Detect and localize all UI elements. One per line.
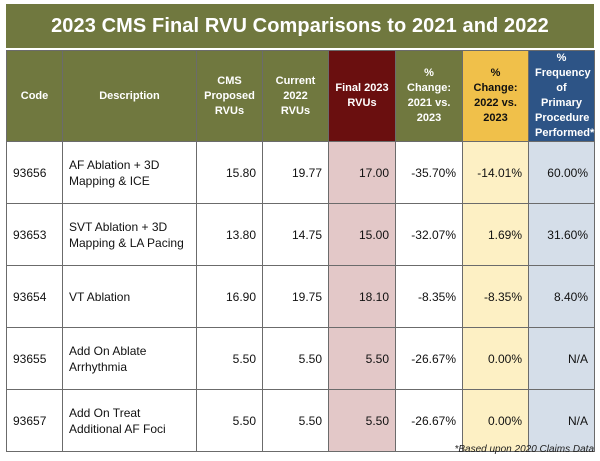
header-frequency: % Frequency of Primary Procedure Perform…	[528, 50, 595, 142]
cell-final-2023: 5.50	[328, 327, 396, 390]
cell-current-2022: 5.50	[262, 389, 329, 452]
cell-current-2022: 19.75	[262, 265, 329, 328]
cell-change-2021: -8.35%	[395, 265, 463, 328]
cell-final-2023: 5.50	[328, 389, 396, 452]
cell-code: 93653	[6, 203, 63, 266]
cell-current-2022: 5.50	[262, 327, 329, 390]
table-row: 93653 SVT Ablation + 3D Mapping & LA Pac…	[6, 203, 595, 266]
page-title: 2023 CMS Final RVU Comparisons to 2021 a…	[6, 4, 594, 48]
cell-frequency: 60.00%	[528, 141, 595, 204]
cell-current-2022: 14.75	[262, 203, 329, 266]
cell-change-2022: -14.01%	[462, 141, 529, 204]
cell-change-2021: -32.07%	[395, 203, 463, 266]
cell-change-2021: -35.70%	[395, 141, 463, 204]
cell-change-2021: -26.67%	[395, 389, 463, 452]
cell-cms-proposed: 5.50	[196, 389, 263, 452]
header-change-2021: % Change: 2021 vs. 2023	[395, 50, 463, 142]
header-current-2022: Current 2022 RVUs	[262, 50, 329, 142]
cell-description: Add On Treat Additional AF Foci	[62, 389, 197, 452]
cell-description: AF Ablation + 3D Mapping & ICE	[62, 141, 197, 204]
header-final-2023: Final 2023 RVUs	[328, 50, 396, 142]
cell-change-2022: 1.69%	[462, 203, 529, 266]
cell-description: VT Ablation	[62, 265, 197, 328]
header-description: Description	[62, 50, 197, 142]
cell-change-2022: -8.35%	[462, 265, 529, 328]
cell-cms-proposed: 15.80	[196, 141, 263, 204]
table-row: 93656 AF Ablation + 3D Mapping & ICE 15.…	[6, 141, 595, 204]
cell-current-2022: 19.77	[262, 141, 329, 204]
header-change-2022: % Change: 2022 vs. 2023	[462, 50, 529, 142]
cell-cms-proposed: 13.80	[196, 203, 263, 266]
cell-change-2021: -26.67%	[395, 327, 463, 390]
footnote: *Based upon 2020 Claims Data	[454, 444, 594, 455]
cell-frequency: 31.60%	[528, 203, 595, 266]
cell-final-2023: 15.00	[328, 203, 396, 266]
cell-cms-proposed: 16.90	[196, 265, 263, 328]
table-header-row: Code Description CMS Proposed RVUs Curre…	[6, 50, 595, 142]
cell-change-2022: 0.00%	[462, 389, 529, 452]
cell-description: SVT Ablation + 3D Mapping & LA Pacing	[62, 203, 197, 266]
cell-frequency: N/A	[528, 327, 595, 390]
header-code: Code	[6, 50, 63, 142]
cell-code: 93655	[6, 327, 63, 390]
cell-code: 93654	[6, 265, 63, 328]
cell-frequency: N/A	[528, 389, 595, 452]
table-row: 93655 Add On Ablate Arrhythmia 5.50 5.50…	[6, 327, 595, 390]
cell-code: 93657	[6, 389, 63, 452]
cell-frequency: 8.40%	[528, 265, 595, 328]
cell-code: 93656	[6, 141, 63, 204]
header-cms-proposed: CMS Proposed RVUs	[196, 50, 263, 142]
cell-change-2022: 0.00%	[462, 327, 529, 390]
cell-description: Add On Ablate Arrhythmia	[62, 327, 197, 390]
cell-cms-proposed: 5.50	[196, 327, 263, 390]
rvu-comparison-table: Code Description CMS Proposed RVUs Curre…	[6, 50, 595, 452]
table-row: 93657 Add On Treat Additional AF Foci 5.…	[6, 389, 595, 452]
cell-final-2023: 18.10	[328, 265, 396, 328]
table-row: 93654 VT Ablation 16.90 19.75 18.10 -8.3…	[6, 265, 595, 328]
cell-final-2023: 17.00	[328, 141, 396, 204]
